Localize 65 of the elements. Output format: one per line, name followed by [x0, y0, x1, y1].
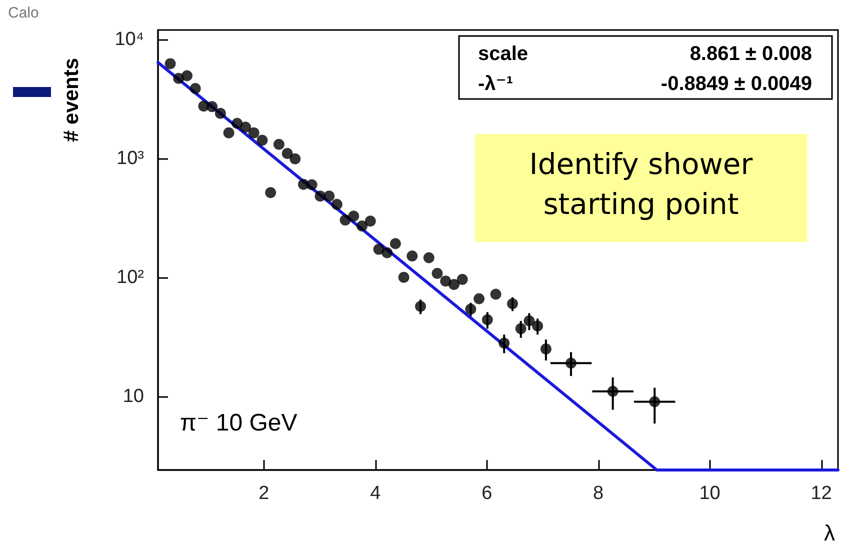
point: [282, 148, 293, 159]
point: [190, 82, 201, 94]
x-tick-label: 10: [699, 483, 720, 504]
point: [256, 134, 268, 146]
point: [490, 288, 502, 300]
point: [406, 250, 418, 262]
x-tick-label: 2: [258, 483, 270, 504]
point: [415, 300, 426, 312]
x-tick-label: 12: [810, 483, 832, 504]
x-tick-label: 8: [593, 483, 604, 504]
point: [206, 101, 218, 112]
point: [524, 315, 535, 326]
point: [482, 314, 493, 326]
y-tick-label: 10²: [116, 266, 144, 288]
point: [356, 220, 368, 232]
point: [364, 216, 376, 227]
point: [474, 293, 485, 304]
annotation: 8.861 ± 0.008: [690, 43, 812, 65]
point: [273, 138, 284, 150]
y-axis-title: # events: [60, 58, 83, 142]
point: [324, 190, 335, 202]
point: [382, 247, 393, 258]
point: [649, 396, 660, 408]
point: [306, 179, 318, 190]
point: [440, 276, 452, 287]
point: [340, 214, 351, 226]
annotation: -λ⁻¹: [478, 73, 514, 95]
point: [448, 279, 460, 290]
point: [515, 323, 526, 334]
point: [314, 190, 326, 202]
point: [465, 304, 476, 315]
point: [507, 298, 518, 310]
y-tick-label: 10³: [116, 148, 144, 169]
point: [566, 358, 577, 369]
point: [432, 268, 443, 279]
point: [498, 338, 510, 349]
x-tick-label: 6: [482, 483, 492, 504]
point: [223, 127, 234, 138]
point: [331, 198, 342, 210]
x-axis-title: λ: [824, 520, 835, 546]
text: Calo: [8, 4, 39, 22]
point: [540, 343, 552, 354]
point: [265, 187, 276, 198]
point: [164, 58, 176, 70]
y-tick-label: 10⁴: [114, 28, 144, 50]
annotation: scale: [478, 43, 528, 65]
point: [348, 210, 360, 222]
x-tick-label: 4: [370, 483, 382, 504]
point: [248, 127, 260, 138]
annotation: π⁻ 10 GeV: [180, 410, 298, 436]
y-tick-label: 10: [122, 386, 144, 407]
point: [607, 386, 618, 397]
note-box: Identify shower starting point: [475, 134, 807, 242]
annotation: -0.8849 ± 0.0049: [660, 73, 812, 95]
point: [214, 108, 226, 119]
point: [456, 274, 468, 285]
point: [240, 122, 252, 133]
point: [423, 252, 434, 264]
point: [181, 70, 192, 82]
point: [390, 238, 401, 250]
point: [232, 118, 243, 129]
point: [398, 272, 410, 283]
point: [373, 244, 384, 255]
point: [532, 320, 544, 332]
point: [290, 153, 301, 164]
